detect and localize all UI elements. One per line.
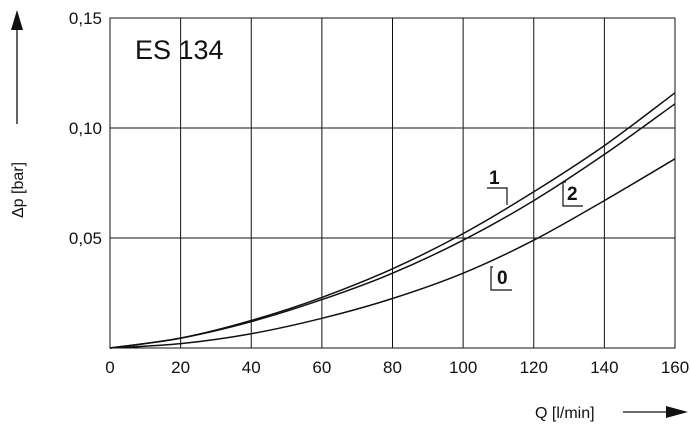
curve-label-1: 1: [487, 168, 508, 205]
x-axis-arrow-head: [666, 406, 688, 418]
curve-label-0: 0: [490, 266, 512, 291]
curve-label-2: 2: [562, 181, 583, 207]
y-tick-labels: 0,05 0,10 0,15: [69, 9, 102, 248]
grid: [110, 18, 675, 348]
x-axis-label: Q [l/min]: [535, 405, 595, 422]
series-group: [109, 92, 676, 349]
x-tick-label: 140: [590, 358, 618, 377]
x-tick-label: 100: [449, 358, 477, 377]
series-line-2: [109, 103, 676, 349]
x-tick-label: 80: [383, 358, 402, 377]
series-line-0: [109, 158, 676, 349]
y-axis-label: Δp [bar]: [10, 162, 27, 218]
y-tick-label: 0,15: [69, 9, 102, 28]
x-tick-labels: 0 20 40 60 80 100 120 140 160: [105, 358, 689, 377]
x-tick-label: 120: [520, 358, 548, 377]
x-tick-label: 0: [105, 358, 114, 377]
y-tick-label: 0,05: [69, 229, 102, 248]
y-axis-arrow-head: [11, 10, 23, 30]
x-tick-label: 160: [661, 358, 689, 377]
svg-text:2: 2: [567, 184, 578, 205]
svg-text:1: 1: [489, 168, 500, 189]
chart-title: ES 134: [135, 35, 224, 65]
x-tick-label: 20: [171, 358, 190, 377]
svg-text:0: 0: [497, 268, 508, 289]
x-tick-label: 40: [242, 358, 261, 377]
y-tick-label: 0,10: [69, 119, 102, 138]
x-tick-label: 60: [312, 358, 331, 377]
